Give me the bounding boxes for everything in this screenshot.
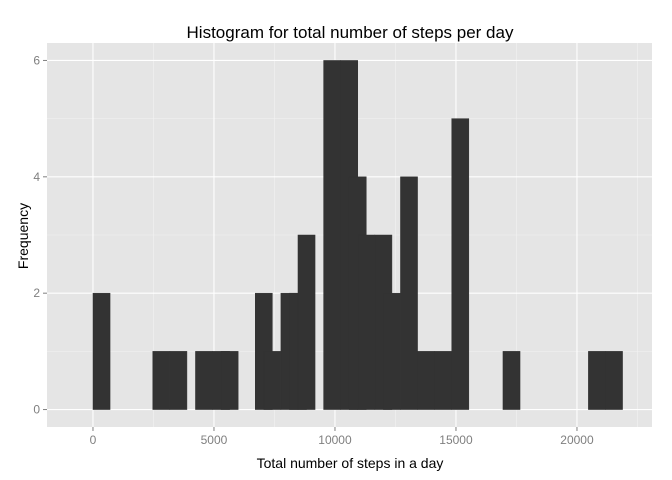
histogram-bar [323, 60, 341, 410]
x-tick-label: 0 [90, 433, 97, 447]
y-tick-label: 4 [33, 170, 40, 184]
histogram-bar [152, 351, 171, 410]
histogram-bar [92, 292, 111, 410]
y-tick-label: 2 [33, 286, 40, 300]
x-axis-title: Total number of steps in a day [257, 455, 444, 471]
x-tick-label: 5000 [201, 433, 228, 447]
histogram-bar [220, 351, 239, 410]
x-axis-ticks: 0 5000 10000 15000 20000 [90, 427, 594, 447]
histogram-bar [417, 351, 435, 410]
x-tick-label: 15000 [439, 433, 473, 447]
histogram-bar [588, 351, 606, 410]
y-axis-title: Frequency [15, 203, 31, 269]
y-axis-ticks: 0 2 4 6 [33, 53, 47, 417]
histogram-bar [169, 351, 188, 410]
chart-title: Histogram for total number of steps per … [187, 23, 514, 42]
y-tick-label: 6 [33, 53, 40, 67]
histogram-bar [434, 351, 452, 410]
histogram-bar [502, 351, 521, 410]
x-tick-label: 10000 [318, 433, 352, 447]
histogram-bars [92, 60, 623, 410]
histogram-bar [451, 118, 470, 410]
histogram-bar [383, 292, 401, 410]
x-tick-label: 20000 [560, 433, 594, 447]
histogram-bar [263, 351, 282, 410]
histogram-bar [297, 234, 316, 410]
histogram-bar [400, 176, 418, 410]
y-tick-label: 0 [33, 403, 40, 417]
histogram-bar [357, 234, 376, 410]
histogram-bar [195, 351, 213, 410]
histogram-bar [605, 351, 623, 410]
